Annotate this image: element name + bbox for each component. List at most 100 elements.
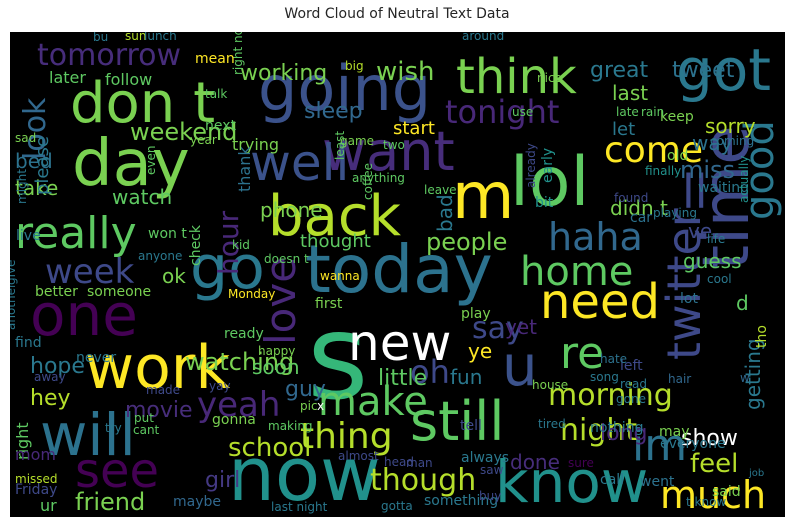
word-kid: kid [232, 238, 250, 252]
word-start: start [393, 118, 435, 139]
word-least: least [333, 131, 347, 160]
word-night: night [560, 413, 637, 448]
word-around: around [462, 32, 504, 43]
word-ur: ur [40, 496, 57, 515]
word-call: call [600, 472, 624, 488]
word-follow: follow [105, 70, 152, 89]
word-left: left [620, 358, 643, 374]
word-time: time [690, 125, 764, 270]
word-m: m [452, 160, 514, 234]
word-away: away [34, 370, 66, 384]
word-live: live [16, 228, 41, 244]
word-bed: bed [15, 149, 53, 173]
word-last: last [612, 81, 648, 105]
word-happy: happy [258, 344, 295, 358]
word-haha: haha [548, 215, 643, 259]
word-bad: bad [433, 194, 457, 232]
word-miss: miss [680, 156, 735, 184]
word-year: year [190, 133, 217, 147]
word-guess: guess [683, 249, 742, 273]
word-always: always [461, 450, 509, 466]
word-good: good [737, 120, 783, 220]
word-think: think [456, 49, 577, 105]
word-better: better [35, 284, 78, 300]
word-girl: girl [205, 468, 240, 493]
word-maybe: maybe [173, 494, 221, 510]
word-hair: hair [668, 372, 691, 386]
word-feel: feel [690, 449, 738, 479]
word-great: great [590, 58, 649, 83]
word-hey: hey [30, 386, 71, 411]
word-working: working [240, 61, 327, 86]
word-know: know [495, 448, 648, 516]
word-ye: ye [468, 339, 492, 363]
word-want: want [322, 120, 455, 183]
word-game: game [340, 134, 374, 148]
word-little: little [378, 366, 427, 391]
word-leave: leave [424, 183, 457, 197]
word-new: new [348, 314, 451, 372]
word-mean: mean [195, 51, 235, 67]
word-check: check [188, 224, 204, 266]
word-fun: fun [450, 365, 482, 389]
word-big: big [345, 59, 364, 73]
word-early: early [540, 148, 556, 183]
word-someone: someone [87, 284, 151, 300]
word-tell: tell [460, 418, 482, 434]
word-anything: anything [352, 171, 405, 185]
word-ll: ll [682, 165, 708, 219]
word-last-night: last night [271, 500, 328, 514]
word-coffee: coffee [361, 163, 375, 200]
word-thank: thank [235, 146, 254, 192]
word-yay: yay [209, 379, 231, 393]
word-yet: yet [505, 315, 537, 339]
word-tho: tho [754, 325, 770, 348]
word-made: made [146, 383, 180, 397]
word-cant: cant [133, 423, 160, 437]
word-will: will [40, 401, 136, 469]
word-movie: movie [125, 398, 193, 423]
word-playing: playing [653, 206, 697, 220]
word-let: let [612, 119, 635, 140]
word-sorry: sorry [705, 114, 756, 138]
word-try: try [105, 421, 122, 435]
word-sleep: sleep [304, 99, 363, 124]
word-actually: actually [737, 156, 751, 203]
word-might: might [15, 169, 29, 204]
word-man: man [406, 456, 433, 470]
word-really: really [15, 208, 137, 259]
word-sad: sad [15, 131, 36, 145]
word-gotta: gotta [381, 499, 413, 513]
word-mom: mom [15, 445, 56, 464]
word-d: d [736, 291, 749, 315]
word-talk: talk [205, 87, 227, 101]
word-please: please [32, 136, 53, 195]
word-may: may [659, 424, 690, 440]
word-life: life [707, 232, 725, 246]
word-oh: oh [410, 353, 450, 391]
word-im: im [632, 420, 687, 471]
word-head: head [384, 455, 414, 469]
cloud-words: snowtodaylolmdaygoingworkgooneknowtimewi… [10, 32, 783, 517]
word-rain: rain [641, 105, 664, 119]
word-find: find [15, 335, 42, 351]
word-buy: buy [479, 489, 501, 503]
word-home: home [520, 249, 633, 295]
word-see: see [75, 443, 159, 499]
word-right-now: right now [231, 32, 245, 75]
word-come: come [604, 130, 703, 171]
word-school: school [228, 433, 311, 463]
word-week: week [45, 252, 135, 292]
word-way: way [692, 131, 733, 155]
word-nothing: nothing [590, 420, 643, 436]
word-going: going [258, 52, 431, 125]
word-anyone: anyone [138, 249, 182, 263]
word-friend: friend [75, 488, 145, 516]
word-everyone: everyone [660, 436, 726, 452]
word-guy: guy [285, 377, 326, 402]
word-job: job [748, 468, 764, 479]
word-ok: ok [162, 264, 186, 288]
word-next: next [205, 118, 237, 134]
word-won-t: won t [148, 226, 187, 242]
word-gonna: gonna [212, 412, 256, 428]
